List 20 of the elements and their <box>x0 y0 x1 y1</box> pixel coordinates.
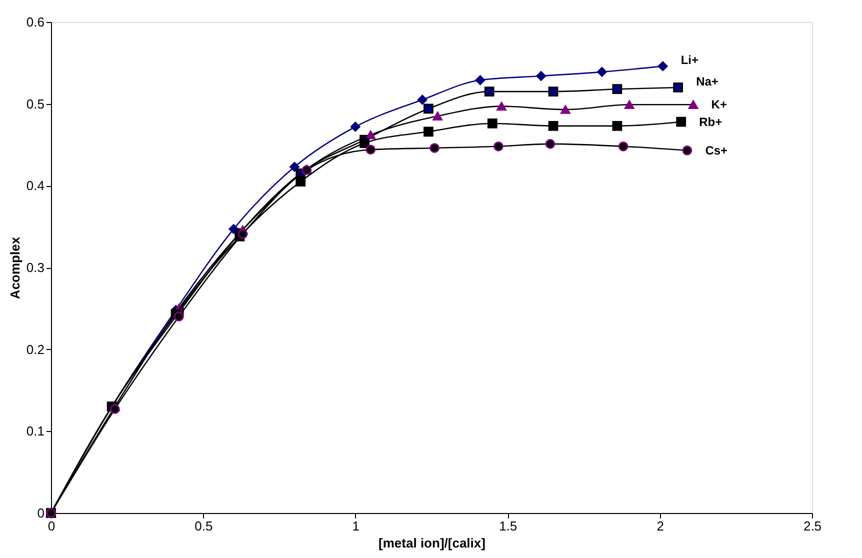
series-label: Rb+ <box>699 114 722 129</box>
y-tick-label: 0.1 <box>26 424 44 439</box>
y-tick-label: 0.6 <box>26 14 44 30</box>
y-tick-label: 0 <box>37 506 44 520</box>
x-tick-label: 1.5 <box>499 518 518 534</box>
y-tick-label: 0.2 <box>26 342 44 357</box>
series-label: Na+ <box>696 74 718 88</box>
series-label: K+ <box>711 98 727 112</box>
x-tick-label: 2.5 <box>803 518 822 534</box>
y-tick-label: 0.5 <box>26 96 44 112</box>
y-tick-label: 0.4 <box>26 178 44 194</box>
series-label: Li+ <box>680 53 699 68</box>
x-tick-label: 1 <box>352 518 360 534</box>
x-axis-title: [metal ion]/[calix] <box>378 536 486 550</box>
x-tick-label: 2 <box>656 518 664 534</box>
x-tick-label: 0 <box>48 518 56 534</box>
series-label: Cs+ <box>705 143 728 158</box>
x-tick-label: 0.5 <box>194 518 213 534</box>
y-axis-title: Acomplex <box>7 236 22 300</box>
y-tick-label: 0.3 <box>26 260 44 275</box>
